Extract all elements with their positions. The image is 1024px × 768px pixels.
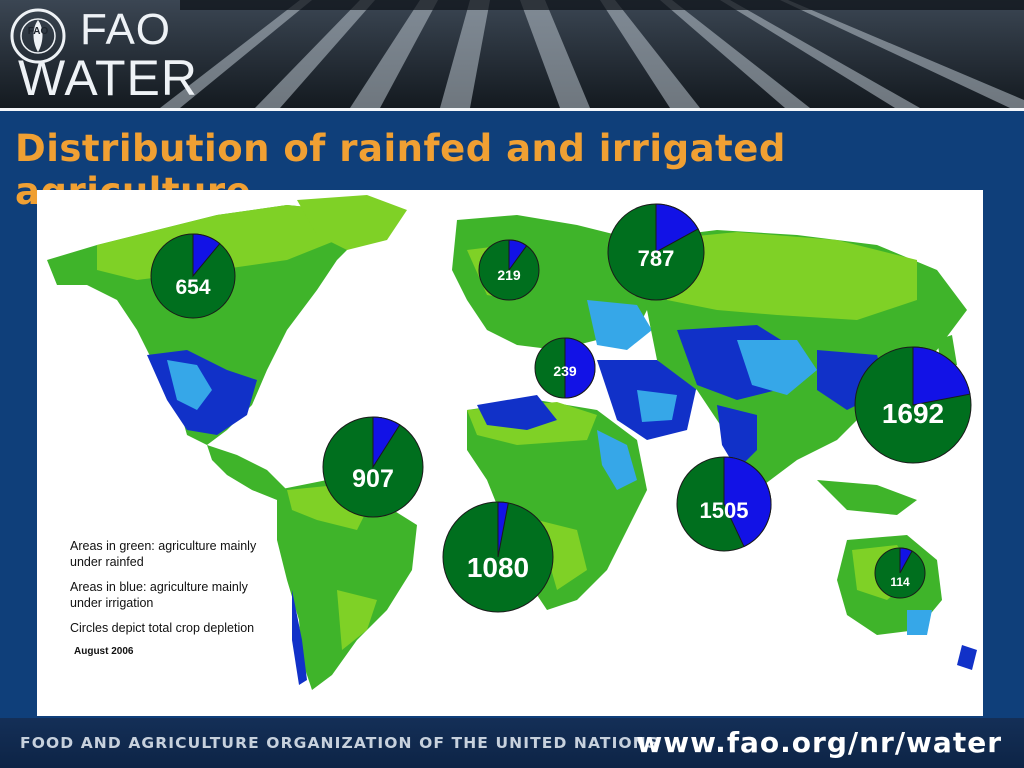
legend-irrigated: Areas in blue: agriculture mainly under …: [70, 580, 248, 610]
title-band: Distribution of rainfed and irrigated ag…: [0, 108, 1024, 213]
legend-rainfed: Areas in green: agriculture mainly under…: [70, 539, 257, 569]
footer-bar: FOOD AND AGRICULTURE ORGANIZATION OF THE…: [0, 718, 1024, 768]
world-map: 654 219 787 239 1692 907 1080 1505 114: [47, 195, 977, 690]
pie-irrigated-slice: [564, 337, 596, 399]
landmass-greenland: [297, 195, 407, 250]
pie-irrigated-slice: [899, 547, 913, 574]
pie-oceania: 114: [874, 547, 926, 599]
pie-value-label: 787: [638, 246, 675, 271]
date-label: August 2006: [74, 646, 134, 657]
logo-water: WATER: [18, 50, 198, 106]
pie-irrigated-slice: [508, 239, 528, 272]
pie-irrigated-slice: [192, 233, 221, 278]
header-banner: FAO FAO WATER: [0, 0, 1024, 108]
pie-value-label: 907: [352, 465, 394, 493]
pie-value-label: 114: [890, 575, 910, 589]
pie-irrigated-slice: [723, 456, 772, 548]
pie-latin-america: 907: [322, 416, 424, 518]
pie-europe-east: 787: [607, 203, 705, 301]
pie-value-label: 654: [175, 276, 210, 299]
svg-text:FAO: FAO: [28, 26, 49, 37]
field-rows-photo: [0, 0, 1024, 108]
logo-fao: FAO: [80, 5, 172, 54]
pie-value-label: 219: [497, 267, 521, 283]
pie-irrigated-slice: [655, 203, 699, 253]
footer-org-name: FOOD AND AGRICULTURE ORGANIZATION OF THE…: [20, 734, 660, 752]
world-map-panel: 654 219 787 239 1692 907 1080 1505 114: [37, 190, 983, 716]
pie-irrigated-slice: [912, 346, 971, 406]
legend-circles: Circles depict total crop depletion: [70, 621, 255, 635]
crop-depletion-pies: 654 219 787 239 1692 907 1080 1505 114: [150, 203, 972, 613]
fao-emblem-icon: FAO: [10, 8, 66, 64]
footer-url[interactable]: www.fao.org/nr/water: [636, 726, 1002, 759]
pie-value-label: 1505: [700, 498, 749, 523]
pie-irrigated-slice: [372, 416, 401, 469]
pie-east-asia: 1692: [854, 346, 972, 464]
pie-north-america: 654: [150, 233, 236, 319]
pie-sub-saharan-africa: 1080: [442, 501, 554, 613]
map-legend: Areas in green: agriculture mainly under…: [70, 538, 260, 645]
pie-near-east: 239: [534, 337, 596, 399]
pie-value-label: 1080: [467, 552, 529, 583]
fao-water-logo: FAO FAO WATER: [0, 0, 197, 108]
pie-south-asia: 1505: [676, 456, 772, 552]
pie-europe-west: 219: [478, 239, 540, 301]
landmass-south-america: [277, 480, 417, 690]
pie-value-label: 239: [553, 363, 577, 379]
pie-value-label: 1692: [882, 398, 944, 429]
pie-irrigated-slice: [497, 501, 509, 558]
